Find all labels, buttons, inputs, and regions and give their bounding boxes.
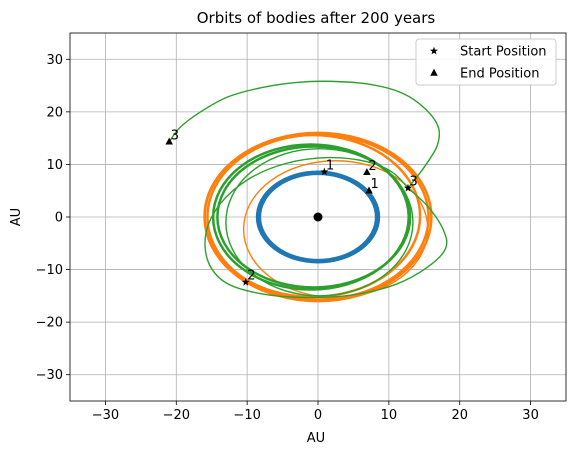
end-marker-3 bbox=[165, 137, 173, 145]
central-body bbox=[313, 212, 323, 222]
legend-entry-label: End Position bbox=[460, 67, 539, 82]
y-tick-label: 20 bbox=[46, 105, 63, 120]
start-marker-1 bbox=[320, 167, 329, 176]
orbit-ring-1 bbox=[258, 172, 378, 262]
y-tick-label: 30 bbox=[46, 53, 63, 68]
end-marker-2 bbox=[363, 168, 371, 176]
end-label-1: 1 bbox=[371, 177, 379, 192]
orbit-path-3 bbox=[204, 156, 448, 299]
chart-title: Orbits of bodies after 200 years bbox=[197, 9, 436, 27]
end-marker-1 bbox=[365, 186, 373, 194]
start-marker-2 bbox=[241, 277, 250, 286]
orbit-3 bbox=[168, 80, 448, 299]
legend-triangle-icon bbox=[430, 68, 438, 76]
y-axis-label: AU bbox=[9, 208, 24, 226]
orbit-ring-3 bbox=[216, 145, 412, 289]
x-tick-label: 10 bbox=[381, 408, 398, 423]
tick-labels: −30 −20 −10 0 10 20 30 −30 −20 −10 0 10 20 30 bbox=[36, 53, 539, 423]
orbit-path-3 bbox=[168, 80, 441, 189]
y-tick-label: 0 bbox=[55, 211, 63, 226]
orbit-1 bbox=[255, 170, 381, 264]
x-tick-label: 30 bbox=[522, 408, 539, 423]
legend-entry-label: Start Position bbox=[460, 45, 547, 60]
legend-box bbox=[415, 38, 557, 86]
start-marker-3 bbox=[403, 183, 412, 192]
legend-star-icon bbox=[430, 46, 438, 55]
start-label-1: 1 bbox=[326, 158, 334, 173]
orbit-ring-3 bbox=[225, 147, 414, 297]
plot-area: 1 1 2 2 3 3 bbox=[69, 32, 567, 402]
x-axis-label: AU bbox=[307, 431, 325, 446]
y-tick-label: −30 bbox=[36, 368, 63, 383]
y-tick-label: 10 bbox=[46, 158, 63, 173]
end-label-2: 2 bbox=[368, 159, 376, 174]
orbit-ring-2 bbox=[242, 160, 429, 299]
y-tick-label: −20 bbox=[36, 316, 63, 331]
end-label-3: 3 bbox=[171, 128, 179, 143]
start-label-3: 3 bbox=[409, 175, 417, 190]
start-label-2: 2 bbox=[247, 269, 255, 284]
x-tick-label: −10 bbox=[233, 408, 260, 423]
y-tick-label: −10 bbox=[36, 263, 63, 278]
orbit-ring-3 bbox=[211, 143, 410, 291]
x-tick-label: −30 bbox=[92, 408, 119, 423]
x-tick-label: 20 bbox=[451, 408, 468, 423]
x-tick-label: 0 bbox=[314, 408, 322, 423]
legend: Start Position End Position bbox=[415, 38, 557, 86]
x-tick-label: −20 bbox=[163, 408, 190, 423]
